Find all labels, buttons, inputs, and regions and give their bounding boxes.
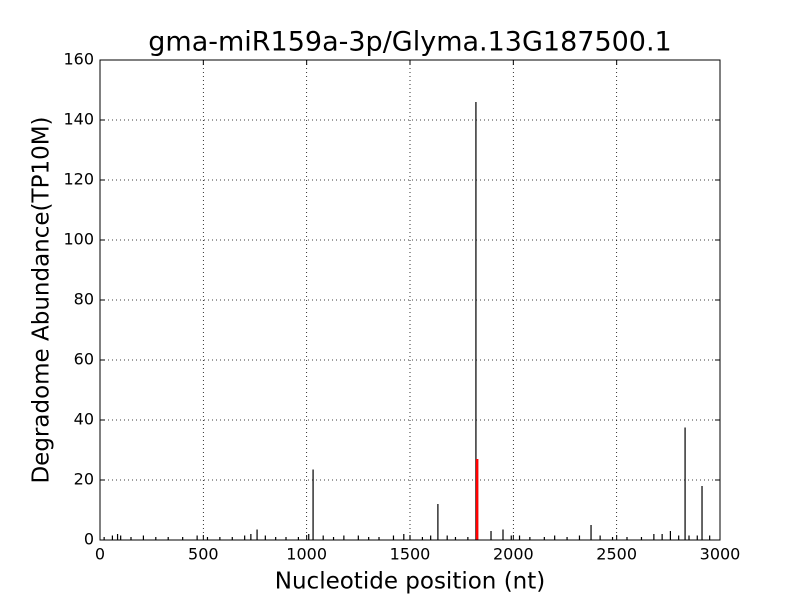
bar — [120, 535, 122, 540]
bar — [196, 535, 198, 540]
bar — [518, 535, 521, 540]
bar — [566, 537, 568, 540]
y-tick-label: 60 — [74, 350, 94, 369]
bar — [709, 535, 711, 540]
y-tick-label: 120 — [63, 170, 94, 189]
y-tick-label: 20 — [74, 470, 94, 489]
bar — [409, 535, 411, 540]
bar — [669, 531, 671, 540]
y-tick-label: 160 — [63, 50, 94, 69]
bar — [244, 535, 246, 540]
bar — [403, 534, 405, 540]
bar — [490, 531, 492, 540]
bar — [611, 537, 614, 540]
bar — [467, 537, 469, 540]
bar — [653, 534, 655, 540]
y-tick-label: 100 — [63, 230, 94, 249]
bar — [578, 535, 581, 540]
x-tick-label: 1500 — [390, 545, 431, 564]
bar — [701, 486, 703, 540]
bar — [421, 537, 423, 540]
bar — [661, 534, 663, 540]
bar — [543, 537, 545, 540]
x-tick-label: 2000 — [493, 545, 534, 564]
x-tick-label: 0 — [95, 545, 105, 564]
bar — [264, 535, 266, 540]
plot-frame — [99, 59, 721, 541]
bar — [475, 459, 479, 540]
bar — [640, 537, 643, 540]
bar — [167, 537, 169, 540]
bar — [599, 535, 601, 540]
bar — [256, 529, 258, 540]
bar — [116, 534, 119, 540]
bar — [446, 535, 448, 540]
chart-title: gma-miR159a-3p/Glyma.13G187500.1 — [148, 27, 671, 58]
y-axis-label: Degradome Abundance(TP10M) — [29, 116, 55, 483]
y-tick-label: 80 — [74, 290, 94, 309]
bar — [475, 102, 477, 540]
bar — [626, 537, 628, 540]
bar — [684, 427, 686, 540]
bar — [554, 535, 556, 540]
x-tick-label: 3000 — [700, 545, 741, 564]
bar — [378, 537, 380, 540]
bar — [312, 469, 314, 540]
bar — [678, 535, 680, 540]
y-tick-label: 140 — [63, 110, 94, 129]
bar — [332, 537, 335, 540]
x-tick-label: 2500 — [596, 545, 637, 564]
bar — [357, 535, 359, 540]
bar — [285, 537, 287, 540]
bar — [529, 537, 531, 540]
bar — [206, 537, 209, 540]
bar — [297, 537, 299, 540]
bar — [322, 535, 324, 540]
bar — [250, 534, 252, 540]
x-tick-label: 1000 — [286, 545, 327, 564]
bar — [510, 535, 512, 540]
bar — [308, 534, 310, 540]
bar — [219, 537, 221, 540]
bar — [437, 504, 439, 540]
bar — [231, 537, 233, 540]
bar — [142, 535, 144, 540]
bar — [182, 537, 184, 540]
bar — [502, 529, 504, 540]
bar — [430, 535, 432, 540]
bar — [368, 537, 370, 540]
bar — [696, 535, 698, 540]
y-tick-label: 40 — [74, 410, 94, 429]
bar — [688, 535, 690, 540]
bar — [275, 537, 277, 540]
bar — [130, 537, 132, 540]
x-tick-label: 500 — [188, 545, 219, 564]
bar — [454, 537, 457, 540]
y-tick-label: 0 — [84, 530, 94, 549]
bar — [590, 525, 592, 540]
bar — [392, 535, 395, 540]
x-axis-label: Nucleotide position (nt) — [275, 569, 545, 595]
bar — [343, 535, 345, 540]
bar — [103, 537, 105, 540]
bar — [111, 535, 113, 540]
bar — [155, 537, 157, 540]
